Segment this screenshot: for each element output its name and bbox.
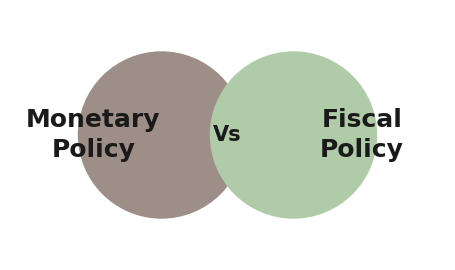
Circle shape <box>78 51 245 219</box>
Text: Vs: Vs <box>213 125 242 145</box>
Text: Fiscal
Policy: Fiscal Policy <box>320 108 404 162</box>
Text: Monetary
Policy: Monetary Policy <box>26 108 161 162</box>
Circle shape <box>210 51 377 219</box>
